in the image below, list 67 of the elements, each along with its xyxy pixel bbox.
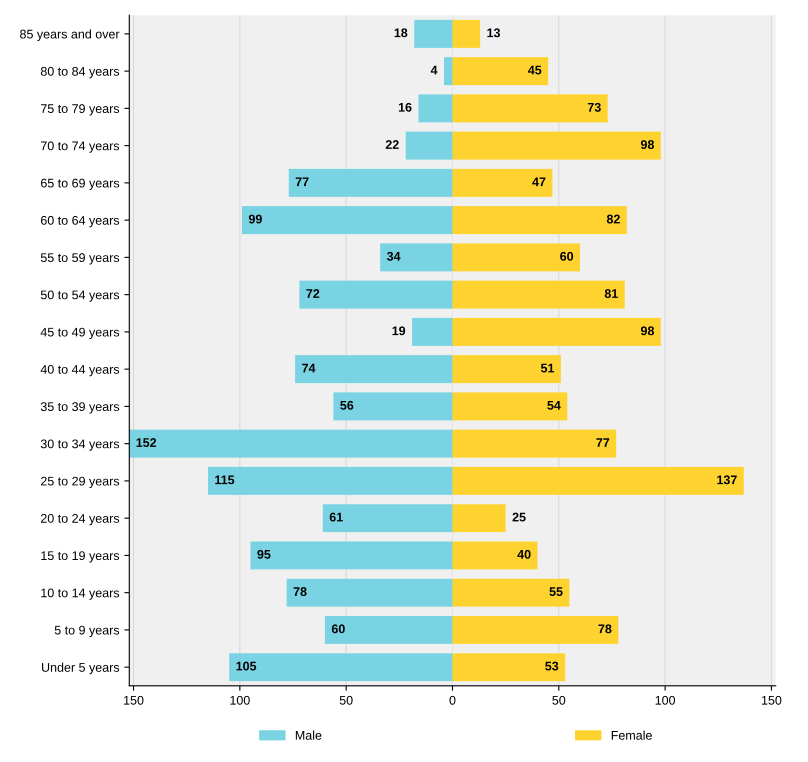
data-label: 56 <box>340 400 354 410</box>
y-tick-label: 80 to 84 years <box>40 66 120 78</box>
bar <box>406 132 452 160</box>
data-label: 95 <box>257 550 270 559</box>
x-tick-label: 50 <box>552 696 566 705</box>
y-tick-label: 45 to 49 years <box>40 328 120 340</box>
data-label: 77 <box>596 438 610 447</box>
data-label: 115 <box>215 476 234 484</box>
data-label: 152 <box>136 438 156 448</box>
data-label: 40 <box>517 550 531 559</box>
bar <box>412 318 452 346</box>
data-label: 51 <box>540 364 554 372</box>
x-tick-label: 50 <box>340 696 353 705</box>
data-label: 45 <box>528 66 542 74</box>
data-label: 73 <box>588 102 601 112</box>
legend-label: Female <box>612 730 652 740</box>
y-tick-label: 40 to 44 years <box>40 364 120 376</box>
data-label: 18 <box>394 28 408 38</box>
data-label: 34 <box>386 252 400 261</box>
y-tick-label: 30 to 34 years <box>40 439 120 451</box>
data-label: 137 <box>717 475 737 484</box>
y-tick-label: 5 to 9 years <box>54 626 120 638</box>
data-label: 77 <box>296 178 309 186</box>
data-label: 60 <box>560 252 574 261</box>
legend-label: Male <box>296 730 322 740</box>
y-tick-label: 20 to 24 years <box>40 514 120 526</box>
data-label: 98 <box>640 326 654 336</box>
y-tick-label: 70 to 74 years <box>40 141 120 153</box>
y-tick-label: 55 to 59 years <box>40 253 120 265</box>
y-tick-label: 25 to 29 years <box>40 476 120 488</box>
y-tick-label: Under 5 years <box>42 662 120 674</box>
data-label: 60 <box>332 624 345 634</box>
data-label: 53 <box>545 662 558 671</box>
data-label: 81 <box>604 289 618 298</box>
x-tick-label: 150 <box>124 696 144 705</box>
data-label: 105 <box>236 662 256 671</box>
x-tick-label: 100 <box>656 696 676 705</box>
data-label: 25 <box>512 512 526 522</box>
y-tick-label: 85 years and over <box>20 29 120 41</box>
data-label: 13 <box>487 28 500 38</box>
x-tick-label: 0 <box>449 696 456 705</box>
data-label: 78 <box>598 624 612 634</box>
data-label: 82 <box>606 214 620 224</box>
y-tick-label: 50 to 54 years <box>40 290 120 302</box>
data-label: 54 <box>547 401 561 410</box>
bar <box>444 57 452 86</box>
y-tick-label: 15 to 19 years <box>41 551 120 563</box>
data-label: 98 <box>640 140 654 149</box>
x-tick-label: 100 <box>230 696 250 705</box>
data-label: 47 <box>532 178 546 186</box>
data-label: 61 <box>330 512 343 522</box>
data-label: 16 <box>398 102 412 112</box>
data-label: 19 <box>392 326 406 336</box>
data-label: 74 <box>302 364 316 372</box>
y-tick-label: 60 to 64 years <box>40 216 120 228</box>
data-label: 4 <box>430 66 438 74</box>
data-label: 99 <box>248 214 262 224</box>
y-tick-label: 35 to 39 years <box>40 402 120 414</box>
data-label: 55 <box>549 587 563 596</box>
data-label: 72 <box>306 289 320 298</box>
y-tick-label: 65 to 69 years <box>40 178 120 190</box>
data-label: 78 <box>294 587 307 596</box>
y-tick-label: 75 to 79 years <box>40 104 120 116</box>
x-tick-label: 150 <box>762 696 782 705</box>
bar <box>418 94 452 122</box>
data-label: 22 <box>386 140 399 149</box>
y-tick-label: 10 to 14 years <box>41 588 120 600</box>
